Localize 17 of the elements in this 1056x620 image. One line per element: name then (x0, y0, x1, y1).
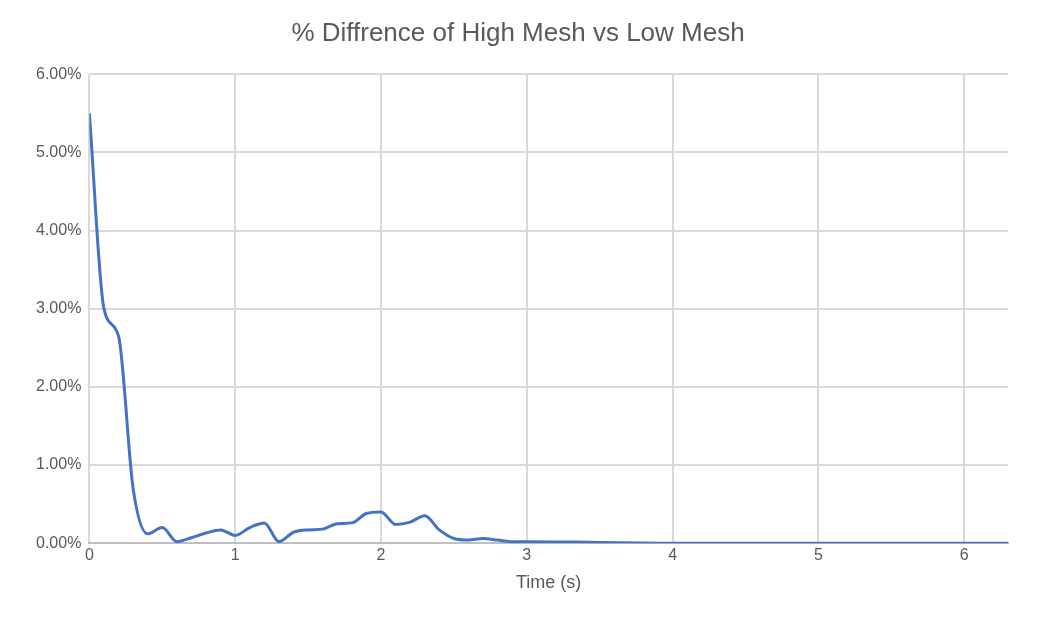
y-tick-label: 6.00% (35, 64, 82, 82)
line-series (89, 111, 1008, 544)
x-tick-label: 2 (376, 546, 386, 564)
x-tick-label: 1 (230, 546, 240, 564)
y-tick-label: 2.00% (35, 377, 82, 395)
x-tick-label: 5 (813, 546, 823, 564)
x-tick-label: 6 (959, 546, 969, 564)
x-tick-label: 0 (84, 546, 94, 564)
y-tick-label: 4.00% (35, 220, 82, 238)
x-axis-title: Time (s) (516, 572, 582, 593)
chart-title: % Diffrence of High Mesh vs Low Mesh (291, 16, 745, 47)
y-tick-label: 1.00% (35, 455, 82, 473)
x-tick-label: 3 (522, 546, 532, 564)
y-tick-label: 0.00% (35, 533, 82, 551)
x-tick-label: 4 (668, 546, 678, 564)
y-tick-label: 5.00% (35, 142, 82, 160)
y-tick-label: 3.00% (35, 299, 82, 317)
